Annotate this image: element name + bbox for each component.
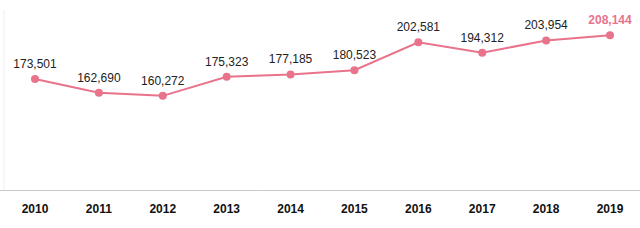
data-label: 202,581	[397, 20, 441, 34]
point	[159, 92, 167, 100]
x-tick-label: 2010	[22, 202, 49, 216]
point	[542, 36, 550, 44]
series	[31, 31, 614, 100]
data-label: 203,954	[524, 18, 568, 32]
data-label: 173,501	[13, 57, 57, 71]
x-tick-label: 2017	[469, 202, 496, 216]
x-tick-label: 2011	[86, 202, 112, 216]
point	[31, 75, 39, 83]
x-tick-label: 2014	[277, 202, 304, 216]
data-label: 194,312	[461, 31, 505, 45]
x-tick-label: 2018	[533, 202, 560, 216]
x-tick-label: 2019	[597, 202, 624, 216]
point	[95, 89, 103, 97]
point	[350, 66, 358, 74]
data-label: 177,185	[269, 52, 313, 66]
y-axis-line	[4, 10, 5, 190]
x-tick-label: 2013	[213, 202, 240, 216]
line	[35, 35, 610, 96]
data-label: 180,523	[333, 48, 377, 62]
data-label: 208,144	[588, 13, 632, 27]
x-tick-label: 2015	[341, 202, 368, 216]
x-axis-line	[0, 190, 640, 191]
data-label: 160,272	[141, 74, 185, 88]
data-label: 175,323	[205, 55, 249, 69]
point	[414, 38, 422, 46]
point	[223, 73, 231, 81]
point	[478, 49, 486, 57]
x-tick-label: 2012	[149, 202, 176, 216]
point	[606, 31, 614, 39]
point	[287, 70, 295, 78]
data-label: 162,690	[77, 71, 121, 85]
x-tick-label: 2016	[405, 202, 432, 216]
chart: 2010 2011 2012 2013 2014 2015 2016 2017 2018 2019…	[0, 0, 640, 228]
